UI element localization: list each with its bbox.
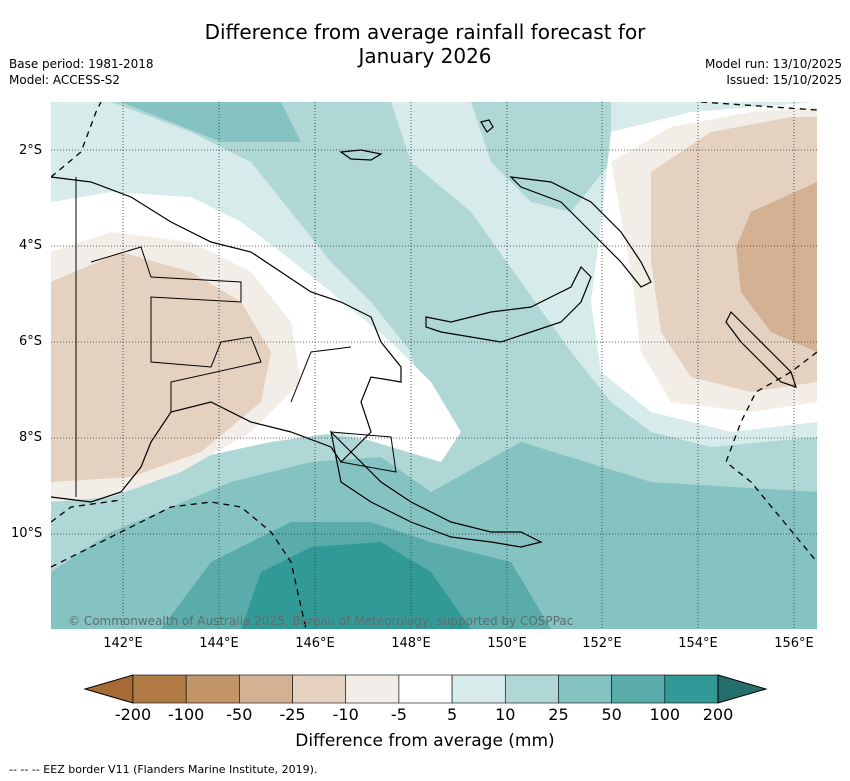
colorbar-title: Difference from average (mm): [295, 731, 555, 751]
new-guinea-coast: [51, 176, 402, 503]
colorbar-label: -100: [168, 705, 205, 724]
eez-border-northwest: [51, 102, 102, 178]
lon-label: 148°E: [391, 636, 431, 651]
eez-border-northeast: [700, 102, 817, 111]
province-borders: [90, 246, 397, 473]
colorbar: [83, 674, 768, 704]
border-lines: [75, 177, 397, 497]
eez-borders: [51, 102, 817, 629]
base-period: Base period: 1981-2018: [9, 57, 154, 71]
gridlines: [51, 102, 817, 629]
colorbar-cells: [132, 674, 719, 704]
zone-minus25-minus50: [736, 182, 817, 352]
colorbar-extend-low: [83, 674, 134, 704]
colorbar-label: -5: [390, 705, 407, 724]
colorbar-cell: [664, 674, 719, 704]
zone-100-200: [241, 542, 471, 629]
rainfall-map: [51, 102, 817, 629]
colorbar-cell: [132, 674, 187, 704]
colorbar-label: 100: [649, 705, 681, 724]
lon-label: 154°E: [678, 636, 718, 651]
eez-border-southwest-2: [51, 499, 122, 523]
eez-border-southwest: [51, 501, 307, 629]
lon-label: 142°E: [103, 636, 143, 651]
model-info: Base period: 1981-2018 Model: ACCESS-S2: [9, 56, 154, 88]
colorbar-cell: [611, 674, 666, 704]
lon-label: 152°E: [582, 636, 622, 651]
eez-legend: -- -- -- EEZ border V11 (Flanders Marine…: [9, 763, 318, 776]
lat-label: 6°S: [19, 334, 43, 349]
run-info: Model run: 13/10/2025 Issued: 15/10/2025: [705, 56, 842, 88]
lat-label: 2°S: [19, 143, 43, 158]
title-line-2: January 2026: [358, 44, 492, 68]
lat-label: 8°S: [19, 430, 43, 445]
lon-label: 156°E: [774, 636, 814, 651]
lat-label: 4°S: [19, 238, 43, 253]
new-britain-coast: [425, 265, 592, 343]
lon-label: 144°E: [199, 636, 239, 651]
colorbar-label: 50: [601, 705, 622, 724]
lat-label: 10°S: [11, 526, 43, 541]
zone-25-50-north: [121, 102, 301, 142]
copyright-notice: © Commonwealth of Australia 2025, Bureau…: [68, 614, 574, 628]
issued-date: Issued: 15/10/2025: [726, 73, 842, 87]
colorbar-cell: [451, 674, 506, 704]
lon-label: 146°E: [295, 636, 335, 651]
zone-minus10-minus25: [51, 252, 271, 482]
colorbar-label: -25: [279, 705, 306, 724]
colorbar-label: -50: [226, 705, 253, 724]
colorbar-label: -10: [332, 705, 359, 724]
colorbar-cell: [292, 674, 347, 704]
papuan-peninsula-coast: [330, 430, 543, 548]
colorbar-label: -200: [114, 705, 152, 724]
eez-border-east: [725, 351, 817, 563]
colorbar-cell: [185, 674, 240, 704]
new-ireland-coast: [509, 176, 652, 288]
admiralty-islets: [480, 119, 494, 133]
colorbar-cell: [398, 674, 453, 704]
colorbar-label: 5: [446, 705, 458, 724]
zone-10-25-north: [471, 102, 611, 212]
map-title: Difference from average rainfall forecas…: [0, 20, 850, 68]
bougainville-coast: [725, 310, 797, 388]
colorbar-cell: [558, 674, 612, 704]
colorbar-cell: [504, 674, 559, 704]
colorbar-label: 25: [548, 705, 569, 724]
colorbar-extend-high: [717, 674, 768, 704]
title-line-1: Difference from average rainfall forecas…: [204, 20, 646, 44]
model-run-date: Model run: 13/10/2025: [704, 57, 842, 71]
colorbar-label: 10: [495, 705, 516, 724]
colorbar-cell: [239, 674, 293, 704]
coastlines: [51, 119, 797, 548]
model-name: Model: ACCESS-S2: [9, 73, 121, 87]
lon-label: 150°E: [487, 636, 527, 651]
colorbar-label: 200: [702, 705, 734, 724]
colorbar-cell: [345, 674, 400, 704]
